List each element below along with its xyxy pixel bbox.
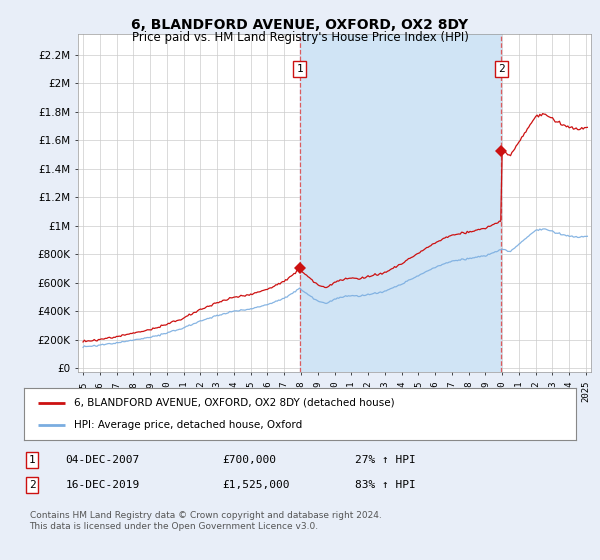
Text: 16-DEC-2019: 16-DEC-2019 (65, 480, 140, 490)
Text: £700,000: £700,000 (223, 455, 277, 465)
Text: HPI: Average price, detached house, Oxford: HPI: Average price, detached house, Oxfo… (74, 420, 302, 430)
Bar (299, 34, 502, 372)
Text: 6, BLANDFORD AVENUE, OXFORD, OX2 8DY (detached house): 6, BLANDFORD AVENUE, OXFORD, OX2 8DY (de… (74, 398, 394, 408)
Text: 04-DEC-2007: 04-DEC-2007 (65, 455, 140, 465)
Text: £1,525,000: £1,525,000 (223, 480, 290, 490)
Text: 6, BLANDFORD AVENUE, OXFORD, OX2 8DY: 6, BLANDFORD AVENUE, OXFORD, OX2 8DY (131, 18, 469, 32)
Text: Price paid vs. HM Land Registry's House Price Index (HPI): Price paid vs. HM Land Registry's House … (131, 31, 469, 44)
Text: 27% ↑ HPI: 27% ↑ HPI (355, 455, 416, 465)
Text: 2: 2 (29, 480, 35, 490)
Text: 1: 1 (29, 455, 35, 465)
Text: 83% ↑ HPI: 83% ↑ HPI (355, 480, 416, 490)
Text: 2: 2 (498, 64, 505, 74)
Text: Contains HM Land Registry data © Crown copyright and database right 2024.
This d: Contains HM Land Registry data © Crown c… (29, 511, 381, 531)
Text: 1: 1 (296, 64, 303, 74)
